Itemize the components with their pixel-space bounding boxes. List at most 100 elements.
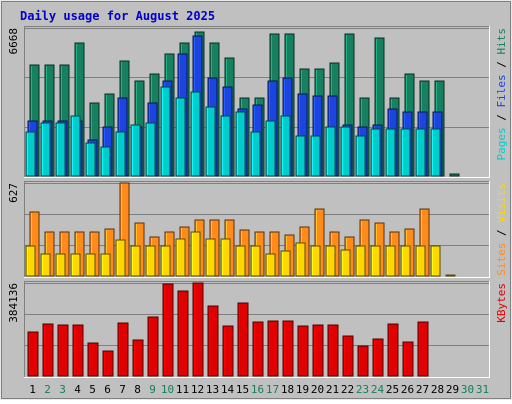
y-series-label-part: / (495, 108, 508, 128)
x-tick-label-day-6: 6 (104, 383, 111, 396)
bar-pages-day-23 (355, 135, 366, 177)
x-tick-label-day-23: 23 (356, 383, 369, 396)
x-tick-label-day-27: 27 (416, 383, 429, 396)
y-series-label-part: Visits (495, 183, 508, 223)
x-tick-label-day-5: 5 (89, 383, 96, 396)
y-series-label-part: Pages (495, 127, 508, 160)
y-max-label-kbytes: 384136 (7, 283, 20, 323)
y-series-label-kbytes: KBytes (495, 283, 508, 323)
bar-sites-day-10 (160, 245, 171, 277)
y-series-label-part: Files (495, 74, 508, 107)
x-tick-label-day-20: 20 (311, 383, 324, 396)
bar-pages-day-16 (250, 131, 261, 177)
bar-sites-day-29 (445, 274, 456, 277)
y-series-label-part: KBytes (495, 283, 508, 323)
x-tick-label-day-19: 19 (296, 383, 309, 396)
bar-kbytes-day-9 (147, 316, 159, 377)
x-tick-label-day-16: 16 (251, 383, 264, 396)
bar-kbytes-day-23 (357, 345, 369, 377)
y-series-label-part: Hits (495, 28, 508, 55)
x-tick-label-day-15: 15 (236, 383, 249, 396)
bar-pages-day-12 (190, 91, 201, 177)
bar-pages-day-20 (310, 135, 321, 177)
bar-kbytes-day-22 (342, 335, 354, 377)
bar-sites-day-15 (235, 245, 246, 277)
y-max-label-visits-sites: 627 (7, 183, 20, 203)
x-tick-label-day-25: 25 (386, 383, 399, 396)
bar-sites-day-24 (370, 245, 381, 277)
bar-pages-day-7 (115, 131, 126, 177)
bar-sites-day-9 (145, 245, 156, 277)
bar-sites-day-28 (430, 245, 441, 277)
x-tick-label-day-24: 24 (371, 383, 385, 396)
bar-sites-day-1 (25, 245, 36, 277)
x-tick-label-day-18: 18 (281, 383, 294, 396)
bar-pages-day-22 (340, 126, 351, 177)
x-tick-label-day-12: 12 (191, 383, 204, 396)
y-series-label-visits-sites: Sites / Visits (495, 183, 508, 276)
bar-kbytes-day-4 (72, 324, 84, 377)
x-axis-day-labels: 1 2 3 4 5 6 7 8 9 10 11 12 13 14 15 16 17 18 19 20 21 22 23 24 2… (29, 383, 489, 396)
bar-sites-day-16 (250, 245, 261, 277)
bar-sites-day-8 (130, 245, 141, 277)
bar-pages-day-10 (160, 86, 171, 177)
x-tick-label-day-22: 22 (341, 383, 354, 396)
bar-pages-day-6 (100, 146, 111, 177)
bar-sites-day-23 (355, 245, 366, 277)
bar-pages-day-3 (55, 122, 66, 177)
x-tick-label-day-14: 14 (221, 383, 235, 396)
bar-kbytes-day-3 (57, 324, 69, 377)
x-tick-label-day-31: 31 (476, 383, 489, 396)
panel-kbytes: 384136 KBytes (7, 281, 508, 378)
x-tick-label-day-21: 21 (326, 383, 339, 396)
bar-sites-day-13 (205, 238, 216, 277)
bar-kbytes-day-25 (387, 323, 399, 377)
bar-pages-day-25 (385, 128, 396, 177)
bar-pages-day-18 (280, 115, 291, 177)
bar-pages-day-4 (70, 115, 81, 177)
bar-sites-day-17 (265, 253, 276, 277)
x-tick-label-day-1: 1 (29, 383, 36, 396)
bar-pages-day-19 (295, 135, 306, 177)
y-max-label-hits-files-pages: 6668 (7, 28, 20, 55)
panel-hits-files-pages: 6668 Pages / Files / Hits (7, 26, 508, 178)
bar-pages-day-24 (370, 128, 381, 177)
x-tick-label-day-28: 28 (431, 383, 444, 396)
bar-kbytes-day-26 (402, 341, 414, 377)
series-sites (25, 231, 456, 277)
panel-visits-sites: 627 Sites / Visits (7, 181, 508, 278)
x-tick-label-day-30: 30 (461, 383, 474, 396)
bar-sites-day-5 (85, 253, 96, 277)
x-tick-label-day-29: 29 (446, 383, 459, 396)
bar-sites-day-4 (70, 253, 81, 277)
bar-kbytes-day-12 (192, 282, 204, 377)
bar-kbytes-day-1 (27, 331, 39, 377)
bar-sites-day-11 (175, 238, 186, 277)
x-tick-label-day-4: 4 (74, 383, 81, 396)
bar-sites-day-21 (325, 245, 336, 277)
bar-sites-day-25 (385, 245, 396, 277)
bar-kbytes-day-10 (162, 283, 174, 377)
bar-kbytes-day-7 (117, 322, 129, 377)
bar-sites-day-18 (280, 250, 291, 277)
bar-pages-day-9 (145, 122, 156, 177)
bar-pages-day-1 (25, 131, 36, 177)
x-tick-label-day-26: 26 (401, 383, 414, 396)
y-series-label-part: / (495, 55, 508, 75)
chart-panels: 6668 Pages / Files / Hits 627 Sites / Visit… (7, 26, 508, 378)
bar-kbytes-day-15 (237, 302, 249, 377)
y-series-label-part: Sites (495, 243, 508, 276)
bar-kbytes-day-11 (177, 290, 189, 377)
x-tick-label-day-2: 2 (44, 383, 51, 396)
bar-sites-day-19 (295, 242, 306, 277)
bar-pages-day-21 (325, 126, 336, 177)
bar-kbytes-day-17 (267, 320, 279, 377)
bar-sites-day-14 (220, 238, 231, 277)
x-tick-label-day-11: 11 (176, 383, 189, 396)
bar-pages-day-8 (130, 124, 141, 177)
bar-sites-day-12 (190, 231, 201, 277)
bar-kbytes-day-27 (417, 321, 429, 377)
bar-kbytes-day-21 (327, 324, 339, 377)
x-tick-label-day-9: 9 (149, 383, 156, 396)
